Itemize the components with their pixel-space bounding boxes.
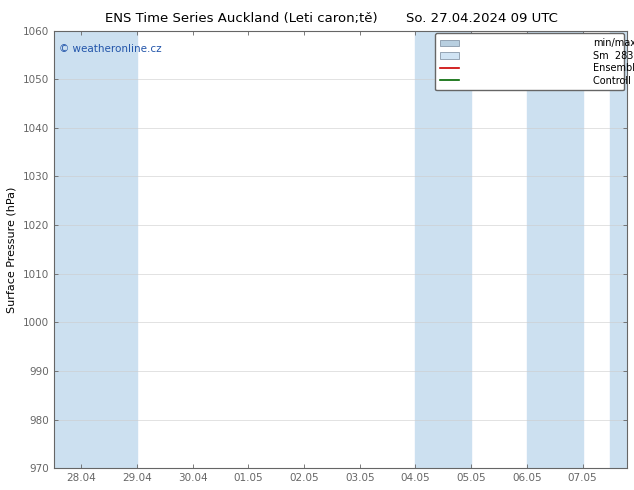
Bar — [54, 30, 137, 468]
Bar — [415, 30, 471, 468]
Text: So. 27.04.2024 09 UTC: So. 27.04.2024 09 UTC — [406, 12, 558, 25]
Legend: min/max, Sm  283;rodatn acute; odchylka, Ensemble mean run, Controll run: min/max, Sm 283;rodatn acute; odchylka, … — [435, 33, 624, 91]
Text: © weatheronline.cz: © weatheronline.cz — [60, 44, 162, 54]
Y-axis label: Surface Pressure (hPa): Surface Pressure (hPa) — [7, 186, 17, 313]
Bar — [611, 30, 634, 468]
Bar — [527, 30, 583, 468]
Text: ENS Time Series Auckland (Leti caron;tě): ENS Time Series Auckland (Leti caron;tě) — [105, 12, 377, 25]
